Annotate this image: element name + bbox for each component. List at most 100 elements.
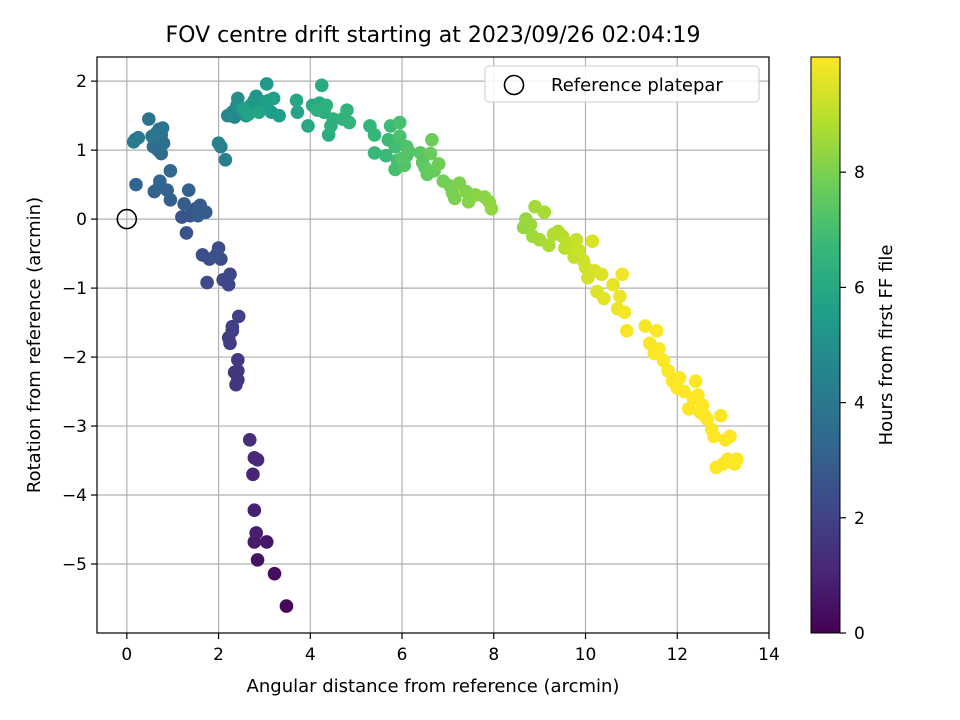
data-point [231, 364, 245, 378]
data-point [147, 184, 162, 199]
data-point [177, 197, 191, 211]
data-point [252, 105, 266, 119]
data-point [290, 105, 305, 119]
y-tick-label: −2 [62, 348, 87, 368]
data-point [620, 324, 634, 338]
data-point [195, 248, 210, 262]
data-point [691, 388, 705, 402]
x-tick-label: 8 [488, 645, 499, 665]
data-point [181, 183, 196, 197]
data-point [249, 526, 263, 540]
data-point [262, 93, 276, 108]
legend-box [484, 65, 760, 103]
data-point [314, 78, 329, 93]
data-point [319, 98, 334, 113]
data-point [200, 275, 214, 290]
data-point [484, 201, 499, 216]
data-point [289, 93, 304, 108]
colorbar-tick-label: 2 [854, 509, 865, 529]
data-point [423, 146, 438, 161]
plot-frame [96, 56, 770, 634]
x-axis-label: Angular distance from reference (arcmin) [247, 676, 620, 697]
data-point [129, 177, 143, 192]
x-tick-label: 2 [213, 645, 224, 665]
data-point [242, 433, 257, 447]
x-tick-label: 14 [758, 645, 780, 665]
data-point [231, 353, 245, 367]
data-point [613, 289, 627, 304]
data-point [241, 107, 256, 122]
legend: Reference platepar [484, 65, 760, 103]
y-tick-label: 1 [76, 141, 87, 161]
data-point [537, 205, 552, 220]
colorbar-tick-label: 0 [854, 624, 865, 644]
data-point [209, 248, 224, 262]
data-point [211, 136, 226, 151]
data-point [231, 91, 245, 106]
legend-entry-label: Reference platepar [551, 75, 723, 96]
data-point [247, 503, 262, 518]
data-point [730, 452, 744, 466]
data-point [695, 398, 710, 413]
data-point [688, 374, 703, 389]
data-point [431, 157, 446, 171]
x-tick-label: 6 [397, 645, 408, 665]
data-point [218, 152, 233, 167]
y-tick-label: −3 [62, 417, 87, 437]
colorbar-tick-label: 6 [854, 278, 865, 298]
data-point [681, 402, 696, 416]
data-point [707, 429, 721, 444]
data-point [672, 370, 687, 385]
data-point [142, 112, 156, 126]
x-tick-label: 0 [121, 645, 132, 665]
data-point [231, 309, 246, 324]
data-point [388, 139, 402, 154]
data-point [569, 233, 584, 247]
data-point [259, 77, 274, 91]
data-point [126, 135, 141, 149]
colorbar-gradient [810, 56, 841, 634]
colorbar: 0 2 4 6 8 Hours from first FF file [810, 56, 897, 644]
data-point [367, 128, 382, 142]
data-point [279, 599, 294, 613]
data-point [179, 226, 194, 240]
data-point [542, 238, 556, 253]
data-point [594, 267, 609, 282]
data-point [661, 364, 675, 378]
colorbar-label: Hours from first FF file [876, 245, 897, 446]
colorbar-tick-label: 4 [854, 394, 865, 414]
y-tick-label: −5 [62, 555, 87, 575]
data-points [126, 77, 744, 613]
data-point [597, 291, 611, 306]
data-point [191, 208, 205, 223]
data-point [216, 273, 230, 287]
data-point [714, 408, 728, 423]
x-tick-label: 12 [666, 645, 688, 665]
reference-point [116, 208, 138, 230]
data-point [615, 267, 630, 282]
data-point [342, 115, 357, 130]
x-tick-label: 10 [575, 645, 597, 665]
data-point [638, 319, 652, 333]
data-point [606, 277, 620, 292]
data-point [723, 429, 737, 444]
chart-title: FOV centre drift starting at 2023/09/26 … [166, 23, 701, 48]
data-point [425, 132, 439, 147]
data-point [617, 305, 632, 320]
data-point [523, 217, 538, 232]
data-point [247, 450, 262, 465]
data-point [392, 115, 407, 130]
data-point [656, 353, 671, 368]
y-tick-label: 0 [76, 210, 87, 230]
data-point [379, 148, 393, 163]
data-point [225, 319, 240, 334]
data-point [250, 553, 265, 567]
data-point [340, 103, 354, 117]
data-point [395, 151, 409, 166]
data-point [145, 129, 159, 144]
data-point [163, 164, 178, 178]
data-point [246, 467, 260, 482]
data-point [571, 243, 586, 257]
